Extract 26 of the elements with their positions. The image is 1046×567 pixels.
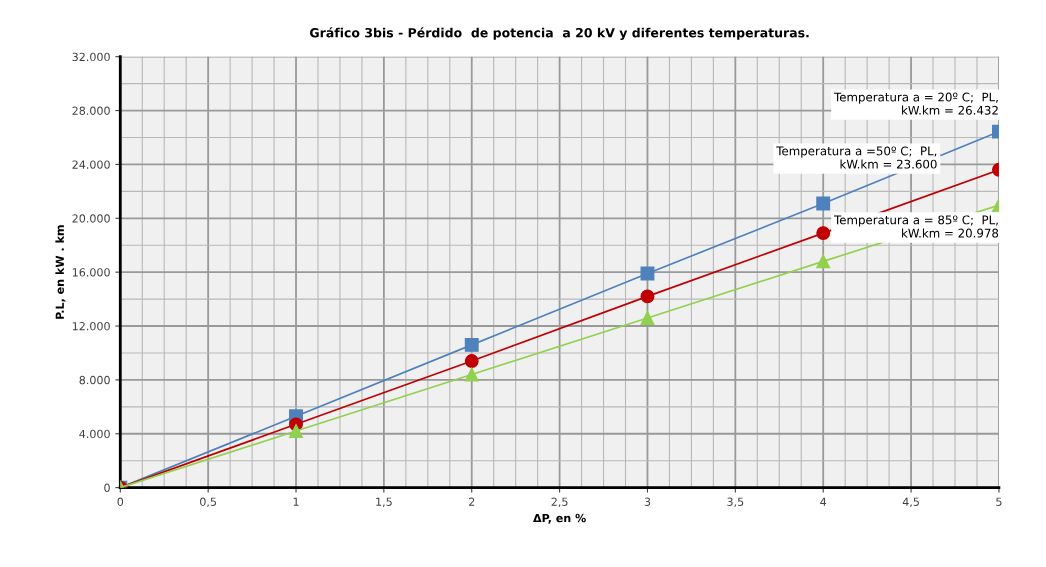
y-tick-label: 24.000 — [72, 160, 110, 169]
x-tick-label: 3,5 — [727, 497, 744, 508]
y-tick-label: 4.000 — [79, 429, 110, 439]
x-tick-label: 3 — [644, 497, 651, 506]
y-tick-label: 0 — [104, 483, 110, 492]
y-tick-label: 8.000 — [79, 375, 110, 385]
x-tick-label: 1,5 — [376, 497, 392, 508]
x-tick-label: 0 — [117, 497, 124, 506]
chart-title: Gráfico 3bis - Pérdido de potencia a 20 kV y diferentes temperaturas. — [310, 27, 809, 40]
y-tick-label: 20.000 — [72, 214, 110, 223]
x-tick-label: 4 — [820, 497, 827, 506]
annotation: Temperatura a = 85º C; PL, kW.km = 20.978 — [833, 215, 999, 238]
x-tick-label: 2 — [469, 497, 475, 506]
x-tick-label: 2,5 — [551, 497, 568, 508]
y-axis-title: P.L, en kW . km — [55, 225, 66, 319]
y-tick-label: 28.000 — [72, 106, 110, 115]
y-tick-label: 12.000 — [72, 322, 110, 331]
y-tick-label: 16.000 — [72, 268, 110, 277]
annotation: Temperatura a = 20º C; PL, kW.km = 26.432 — [833, 92, 998, 115]
x-tick-label: 0,5 — [200, 497, 217, 508]
x-tick-label: 4,5 — [902, 497, 919, 508]
annotation: Temperatura a =50º C; PL, kW.km = 23.600 — [776, 146, 937, 169]
x-axis-title: ΔP, en % — [533, 513, 586, 524]
x-tick-label: 1 — [293, 497, 299, 506]
x-tick-label: 5 — [996, 497, 1002, 506]
y-tick-label: 32.000 — [72, 52, 110, 62]
